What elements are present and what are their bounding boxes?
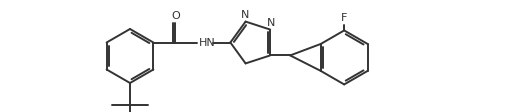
Text: N: N: [267, 18, 275, 28]
Text: O: O: [171, 11, 179, 20]
Text: N: N: [240, 10, 248, 20]
Text: F: F: [340, 13, 346, 23]
Text: HN: HN: [198, 38, 215, 47]
